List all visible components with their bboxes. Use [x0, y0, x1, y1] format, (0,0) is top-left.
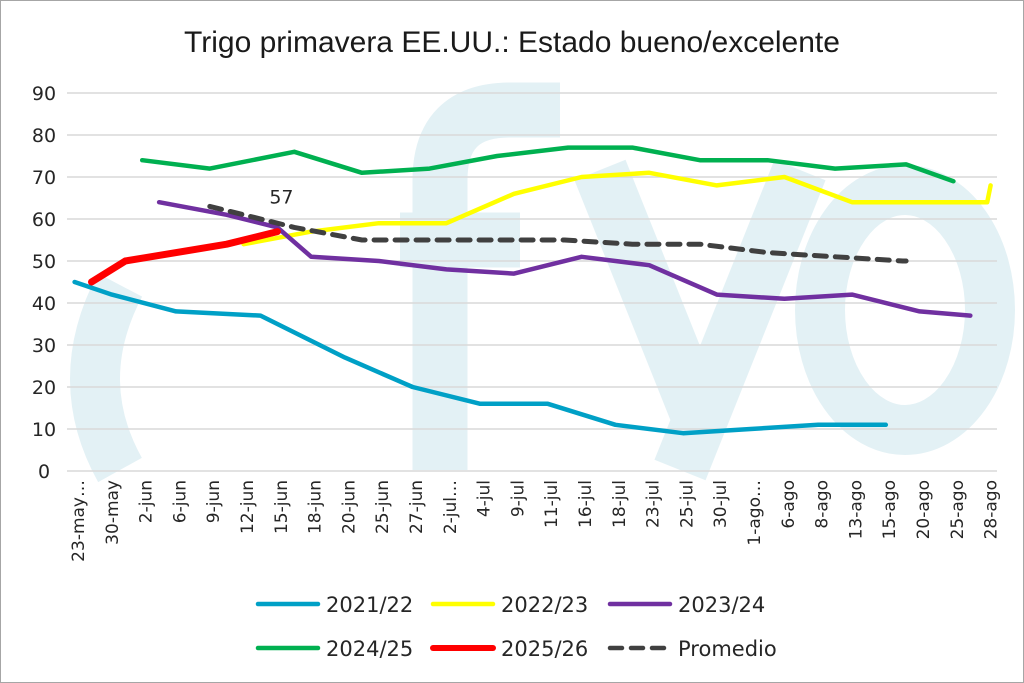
- x-tick-label: 8-ago: [813, 480, 833, 529]
- x-tick-label: 15-ago: [880, 480, 900, 539]
- x-tick-label: 4-jul: [475, 480, 495, 517]
- watermark-y: [574, 159, 826, 481]
- x-tick-label: 30-jul: [711, 480, 731, 528]
- y-tick-label: 0: [38, 461, 50, 483]
- x-axis-ticks: 23-may… 30-may 2-jun 6-jun 9-jun 12-jun 15-jun…: [69, 480, 1002, 562]
- x-tick-label: 2-jun: [137, 480, 157, 523]
- legend-label: 2023/24: [678, 593, 765, 617]
- legend: 2021/22 2022/23 2023/24 2024/25 2025/26 Prome…: [255, 593, 777, 661]
- x-tick-label: 9-jun: [204, 480, 224, 523]
- x-tick-label: 25-jun: [373, 480, 393, 534]
- legend-label: 2022/23: [501, 593, 588, 617]
- x-tick-label: 12-jun: [238, 480, 258, 534]
- legend-label: 2025/26: [501, 637, 588, 661]
- x-tick-label: 23-jul: [644, 480, 664, 528]
- x-tick-label: 18-jul: [610, 480, 630, 528]
- y-tick-label: 10: [32, 419, 56, 441]
- x-tick-label: 23-may…: [69, 480, 89, 562]
- gridlines: [67, 92, 997, 472]
- legend-label: Promedio: [678, 637, 777, 661]
- watermark-o: [795, 165, 1015, 455]
- series-line-2024-25: [139, 145, 956, 184]
- x-tick-label: 6-ago: [779, 480, 799, 529]
- legend-label: 2021/22: [326, 593, 413, 617]
- x-tick-label: 6-jun: [170, 480, 190, 523]
- y-axis-ticks: 0 10 20 30 40 50 60 70 80 90: [32, 83, 56, 483]
- watermark-paren: [70, 273, 143, 483]
- series-lines: [72, 145, 993, 436]
- series-line-2025-26: [88, 228, 281, 286]
- y-tick-label: 40: [32, 293, 56, 315]
- x-tick-label: 13-ago: [846, 480, 866, 539]
- data-label: 57: [269, 187, 293, 209]
- x-tick-label: 30-may: [103, 480, 123, 545]
- x-tick-label: 1-ago…: [745, 480, 765, 546]
- x-tick-label: 28-ago: [982, 480, 1002, 539]
- y-tick-label: 60: [32, 209, 56, 231]
- x-tick-label: 2-jul…: [441, 480, 461, 534]
- legend-label: 2024/25: [326, 637, 413, 661]
- x-tick-label: 25-ago: [948, 480, 968, 539]
- y-tick-label: 30: [32, 335, 56, 357]
- x-tick-label: 11-jul: [542, 480, 562, 528]
- annotations: 57: [269, 187, 293, 209]
- series-line-promedio: [207, 203, 909, 264]
- y-tick-label: 80: [32, 125, 56, 147]
- x-tick-label: 18-jun: [306, 480, 326, 534]
- x-tick-label: 16-jul: [576, 480, 596, 528]
- x-tick-label: 15-jun: [272, 480, 292, 534]
- x-tick-label: 9-jul: [508, 480, 528, 517]
- y-tick-label: 20: [32, 377, 56, 399]
- y-tick-label: 70: [32, 167, 56, 189]
- series-line-2023-24: [156, 199, 973, 318]
- x-tick-label: 25-jul: [677, 480, 697, 528]
- x-tick-label: 20-ago: [914, 480, 934, 539]
- x-tick-label: 20-jun: [339, 480, 359, 534]
- x-tick-label: 27-jun: [407, 480, 427, 534]
- y-tick-label: 90: [32, 83, 56, 105]
- y-tick-label: 50: [32, 251, 56, 273]
- chart-title: Trigo primavera EE.UU.: Estado bueno/exc…: [184, 26, 840, 59]
- watermark-f: [400, 82, 560, 470]
